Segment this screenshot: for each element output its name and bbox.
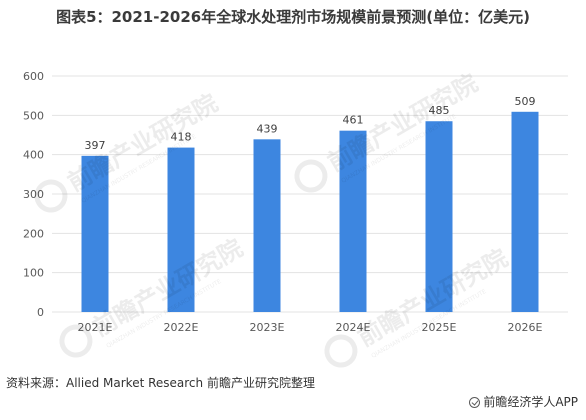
x-tick-label: 2024E [336, 321, 371, 334]
y-tick-label: 300 [23, 188, 44, 201]
y-tick-label: 200 [23, 227, 44, 240]
qianzhan-logo-icon [469, 397, 481, 408]
data-label: 397 [85, 139, 106, 152]
bar [81, 155, 109, 312]
data-label: 485 [429, 104, 450, 117]
source-note: 资料来源：Allied Market Research 前瞻产业研究院整理 [6, 376, 315, 390]
y-tick-label: 500 [23, 109, 44, 122]
y-tick-label: 0 [37, 306, 44, 319]
data-label: 509 [515, 95, 536, 108]
x-tick-label: 2023E [250, 321, 285, 334]
y-tick-label: 400 [23, 149, 44, 162]
data-label: 461 [343, 114, 364, 127]
bar [253, 139, 281, 312]
credit: 前瞻经济学人APP [469, 393, 578, 410]
data-label: 439 [257, 122, 278, 135]
x-tick-label: 2022E [164, 321, 199, 334]
x-tick-label: 2021E [78, 321, 113, 334]
bar [167, 147, 195, 312]
x-tick-label: 2025E [422, 321, 457, 334]
data-label: 418 [171, 131, 192, 144]
y-tick-label: 600 [23, 70, 44, 83]
bar [339, 130, 367, 312]
x-tick-label: 2026E [508, 321, 543, 334]
y-tick-label: 100 [23, 267, 44, 280]
bar [511, 111, 539, 312]
bar [425, 121, 453, 312]
credit-text: 前瞻经济学人APP [483, 395, 578, 409]
chart-title: 图表5：2021-2026年全球水处理剂市场规模前景预测(单位：亿美元) [56, 8, 530, 26]
